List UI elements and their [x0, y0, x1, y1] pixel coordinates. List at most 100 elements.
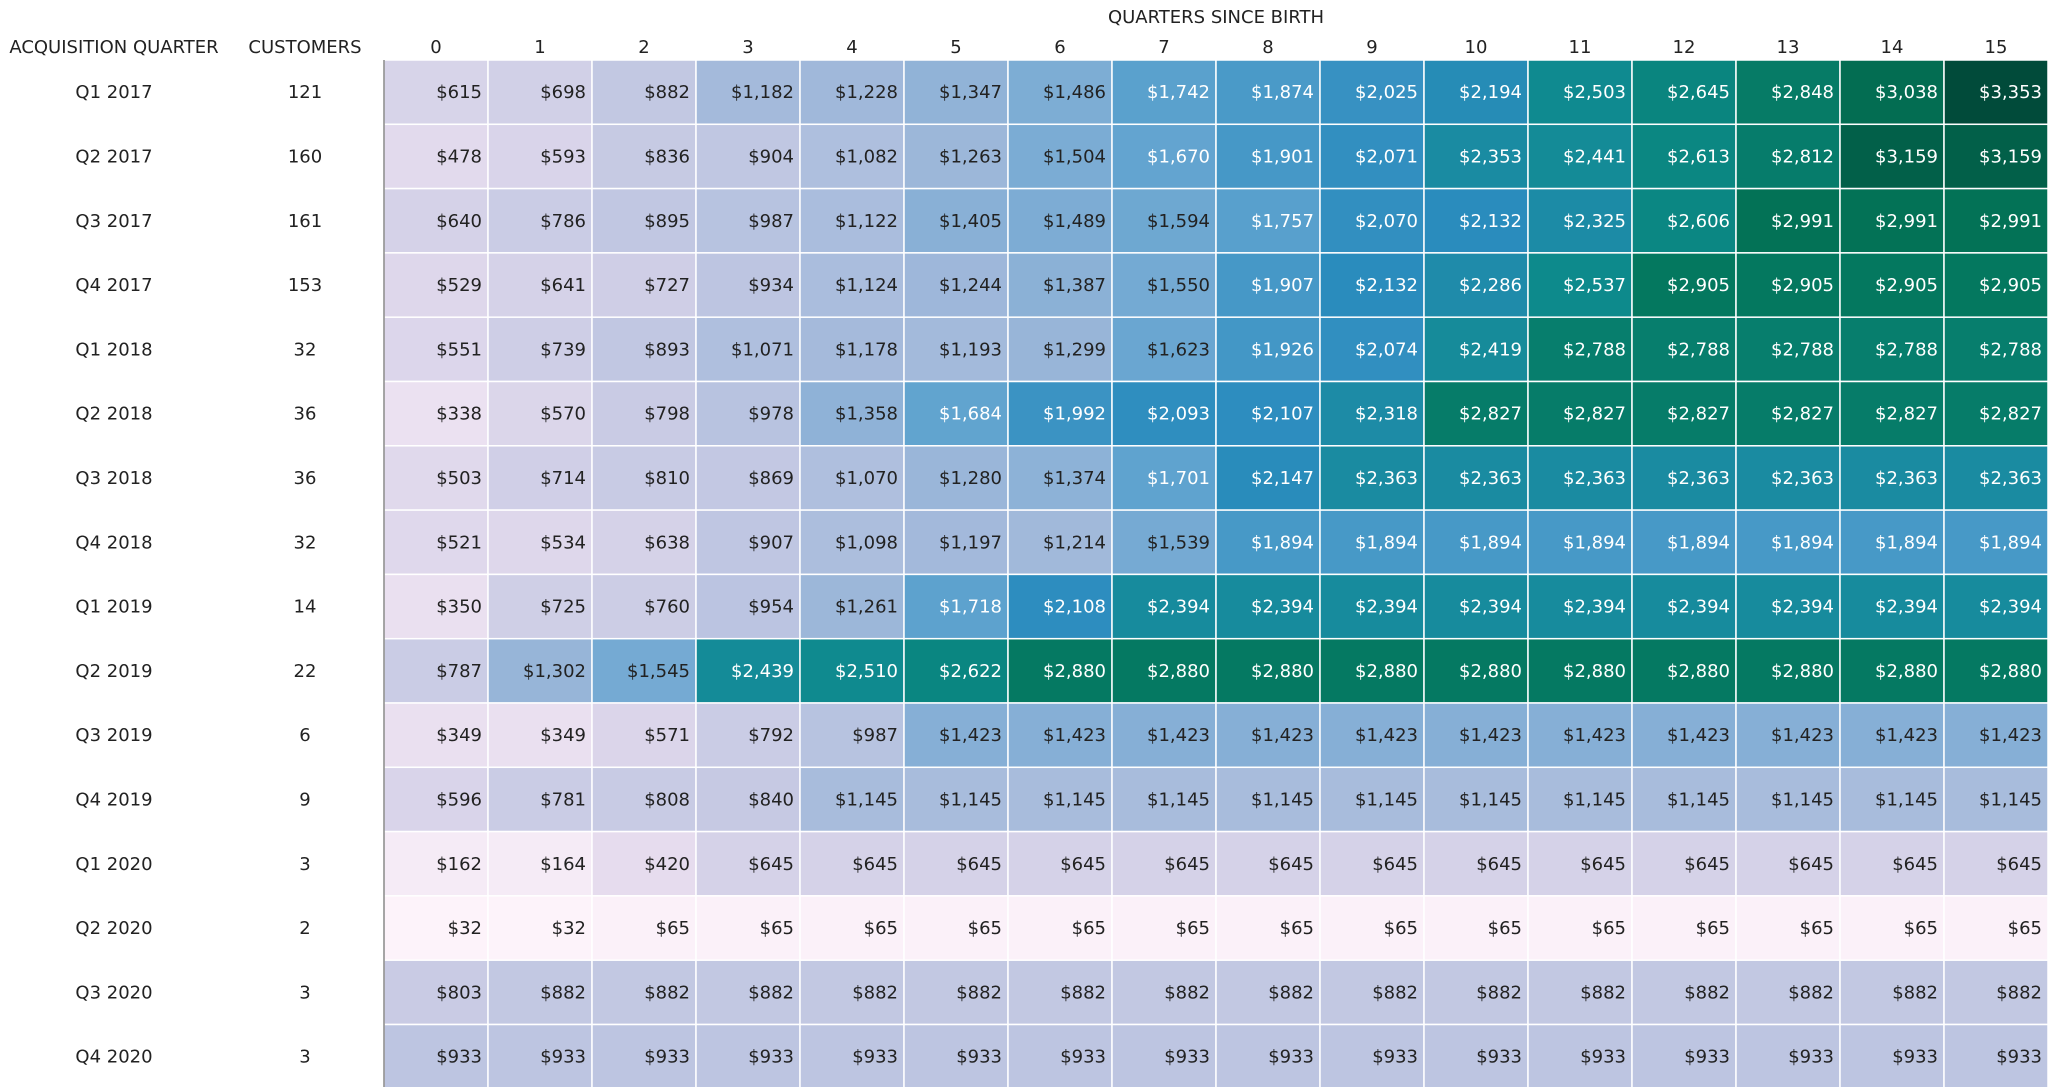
- cell-value-label: $2,827: [1875, 404, 1938, 425]
- cell-value-label: $596: [436, 789, 482, 810]
- heatmap-cell: [1527, 445, 1633, 511]
- cell-value-label: $534: [540, 532, 586, 553]
- heatmap-cell: [1319, 123, 1425, 190]
- heatmap-cell: [903, 509, 1009, 576]
- cell-value-label: $933: [436, 1047, 482, 1068]
- heatmap-cell: [1111, 702, 1217, 769]
- heatmap-cell: [1423, 123, 1529, 190]
- row-label-customers: 2: [299, 918, 310, 939]
- cell-value-label: $478: [436, 146, 482, 167]
- heatmap-cell: [1007, 380, 1113, 447]
- cell-value-label: $882: [748, 982, 794, 1003]
- cell-value-label: $521: [436, 532, 482, 553]
- cell-value-label: $65: [1904, 918, 1938, 939]
- x-axis-title: QUARTERS SINCE BIRTH: [1108, 7, 1324, 28]
- row-label-quarter: Q4 2017: [75, 275, 152, 296]
- cell-value-label: $792: [748, 725, 794, 746]
- row-label-customers: 32: [294, 339, 317, 360]
- row-label-customers: 153: [288, 275, 322, 296]
- cell-value-label: $2,071: [1355, 146, 1418, 167]
- cell-value-label: $1,489: [1043, 211, 1106, 232]
- heatmap-cell: [695, 1023, 801, 1087]
- heatmap-cell: [1735, 702, 1841, 769]
- cell-value-label: $2,070: [1355, 211, 1418, 232]
- row-label-quarter: Q1 2018: [75, 339, 152, 360]
- heatmap-cell: [1735, 637, 1841, 704]
- heatmap-cell: [591, 123, 697, 190]
- cell-value-label: $1,894: [1251, 532, 1314, 553]
- heatmap-cell: [1111, 59, 1217, 126]
- cell-value-label: $2,827: [1667, 404, 1730, 425]
- cell-value-label: $798: [644, 404, 690, 425]
- cell-value-label: $1,894: [1875, 532, 1938, 553]
- heatmap-cell: [695, 895, 801, 961]
- cell-value-label: $1,894: [1355, 532, 1418, 553]
- heatmap-cell: [1943, 959, 2048, 1026]
- cell-value-label: $882: [1164, 982, 1210, 1003]
- heatmap-cell: [1839, 959, 1945, 1026]
- heatmap-cell: [591, 895, 697, 961]
- column-header-7: 7: [1158, 37, 1169, 58]
- row-label-customers: 3: [299, 982, 310, 1003]
- cell-value-label: $2,394: [1563, 597, 1626, 618]
- heatmap-cell: [1631, 895, 1737, 961]
- cell-value-label: $2,394: [1459, 597, 1522, 618]
- cell-value-label: $1,423: [1459, 725, 1522, 746]
- heatmap-cell: [1735, 123, 1841, 190]
- cell-value-label: $1,122: [835, 211, 898, 232]
- cell-value-label: $2,788: [1667, 339, 1730, 360]
- cell-value-label: $2,622: [939, 661, 1002, 682]
- cell-value-label: $2,353: [1459, 146, 1522, 167]
- heatmap-cell: [903, 380, 1009, 447]
- cell-value-label: $987: [748, 211, 794, 232]
- heatmap-cell: [799, 573, 905, 640]
- cell-value-label: $1,901: [1251, 146, 1314, 167]
- cell-value-label: $1,145: [1355, 789, 1418, 810]
- cell-value-label: $349: [540, 725, 586, 746]
- cell-value-label: $1,992: [1043, 404, 1106, 425]
- cell-value-label: $1,197: [939, 532, 1002, 553]
- cell-value-label: $933: [1476, 1047, 1522, 1068]
- heatmap-cell: [1943, 830, 2048, 897]
- cell-value-label: $570: [540, 404, 586, 425]
- heatmap-cell: [1423, 573, 1529, 640]
- column-header-11: 11: [1569, 37, 1592, 58]
- cell-value-label: $2,880: [1667, 661, 1730, 682]
- heatmap-cell: [1319, 187, 1425, 254]
- cell-value-label: $2,827: [1459, 404, 1522, 425]
- heatmap-cell: [1111, 509, 1217, 576]
- heatmap-cell: [487, 830, 593, 897]
- cell-value-label: $645: [1372, 854, 1418, 875]
- cell-value-label: $933: [852, 1047, 898, 1068]
- heatmap-cell: [799, 445, 905, 511]
- heatmap-cell: [1631, 445, 1737, 511]
- cell-value-label: $1,894: [1563, 532, 1626, 553]
- cell-value-label: $933: [644, 1047, 690, 1068]
- cell-value-label: $645: [1892, 854, 1938, 875]
- cell-value-label: $349: [436, 725, 482, 746]
- cell-value-label: $1,071: [731, 339, 794, 360]
- row-label-quarter: Q2 2018: [75, 404, 152, 425]
- cell-value-label: $1,182: [731, 82, 794, 103]
- cell-value-label: $933: [1060, 1047, 1106, 1068]
- cell-value-label: $836: [644, 146, 690, 167]
- column-header-10: 10: [1465, 37, 1488, 58]
- cell-value-label: $1,423: [1147, 725, 1210, 746]
- cell-value-label: $65: [1280, 918, 1314, 939]
- cell-value-label: $1,145: [1459, 789, 1522, 810]
- cell-value-label: $338: [436, 404, 482, 425]
- cell-value-label: $714: [540, 468, 586, 489]
- cell-value-label: $2,827: [1979, 404, 2042, 425]
- row-label-quarter: Q3 2020: [75, 982, 152, 1003]
- column-header-6: 6: [1054, 37, 1065, 58]
- cell-value-label: $2,286: [1459, 275, 1522, 296]
- cell-value-label: $2,880: [1979, 661, 2042, 682]
- cell-value-label: $65: [1488, 918, 1522, 939]
- cell-value-label: $2,613: [1667, 146, 1730, 167]
- heatmap-cell: [591, 252, 697, 318]
- heatmap-cell: [799, 1023, 905, 1087]
- cell-value-label: $808: [644, 789, 690, 810]
- heatmap-cell: [1943, 895, 2048, 961]
- heatmap-cell: [1215, 830, 1321, 897]
- cell-value-label: $2,503: [1563, 82, 1626, 103]
